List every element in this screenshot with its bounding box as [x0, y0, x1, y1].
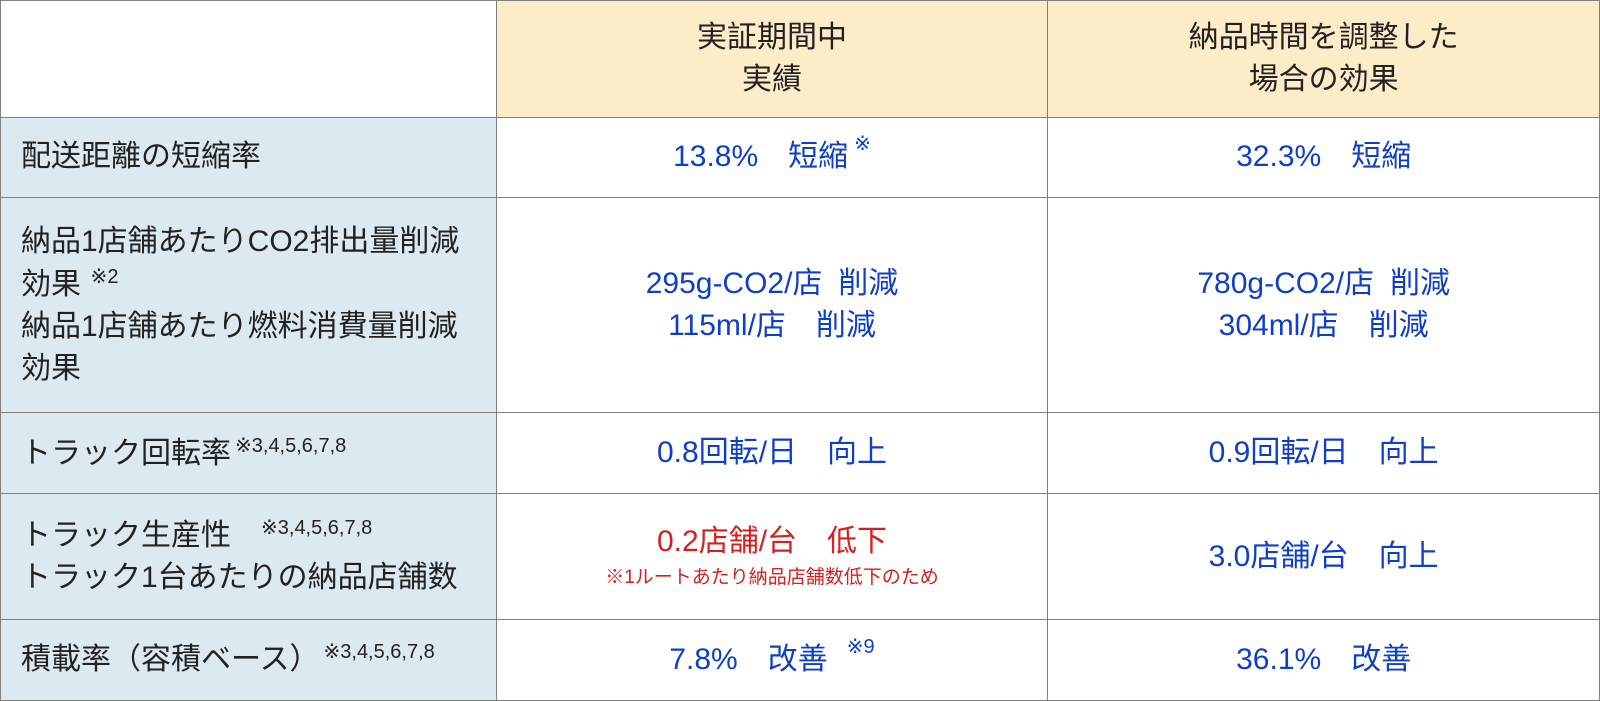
- header-col-2-line-1: 納品時間を調整した: [1068, 17, 1579, 59]
- footnote-marker: ※3,4,5,6,7,8: [235, 435, 346, 457]
- data-value: 13.8% 短縮※: [517, 136, 1028, 178]
- data-value: 115ml/店 削減: [517, 305, 1028, 347]
- data-subnote: ※1ルートあたり納品店舗数低下のため: [517, 565, 1028, 592]
- footnote-marker: ※2: [85, 266, 118, 288]
- data-cell: 0.8回転/日 向上: [496, 413, 1048, 494]
- data-value: 295g-CO2/店 削減: [517, 263, 1028, 305]
- table-body: 配送距離の短縮率 13.8% 短縮※ 32.3% 短縮納品1店舗あたりCO2排出量削…: [1, 118, 1600, 701]
- data-value: 7.8% 改善 ※9: [517, 639, 1028, 681]
- data-value: 304ml/店 削減: [1068, 305, 1579, 347]
- data-cell: 32.3% 短縮: [1048, 118, 1600, 198]
- data-value: 36.1% 改善: [1068, 639, 1579, 681]
- data-cell: 780g-CO2/店 削減304ml/店 削減: [1048, 197, 1600, 412]
- data-cell: 36.1% 改善: [1048, 619, 1600, 700]
- data-cell: 3.0店舗/台 向上: [1048, 494, 1600, 620]
- row-label-line: トラック1台あたりの納品店舗数: [21, 557, 476, 599]
- row-label: 積載率（容積ベース）※3,4,5,6,7,8: [1, 619, 497, 700]
- row-label: トラック生産性 ※3,4,5,6,7,8トラック1台あたりの納品店舗数: [1, 494, 497, 620]
- table-row: 配送距離の短縮率 13.8% 短縮※ 32.3% 短縮: [1, 118, 1600, 198]
- header-col-1-line-2: 実績: [517, 59, 1028, 101]
- row-label-line: 納品1店舗あたり燃料消費量削減効果: [21, 306, 476, 390]
- header-blank: [1, 1, 497, 118]
- footnote-marker: ※: [854, 133, 871, 155]
- footnote-marker: ※3,4,5,6,7,8: [261, 517, 372, 539]
- table-row: トラック回転率※3,4,5,6,7,8 0.8回転/日 向上 0.9回転/日 向上: [1, 413, 1600, 494]
- header-col-2: 納品時間を調整した 場合の効果: [1048, 1, 1600, 118]
- data-cell: 13.8% 短縮※: [496, 118, 1048, 198]
- data-value: 3.0店舗/台 向上: [1068, 536, 1579, 578]
- table-row: 納品1店舗あたりCO2排出量削減効果 ※2納品1店舗あたり燃料消費量削減効果29…: [1, 197, 1600, 412]
- row-label: 納品1店舗あたりCO2排出量削減効果 ※2納品1店舗あたり燃料消費量削減効果: [1, 197, 497, 412]
- table-row: 積載率（容積ベース）※3,4,5,6,7,8 7.8% 改善 ※9 36.1% 改善: [1, 619, 1600, 700]
- footnote-marker: ※3,4,5,6,7,8: [324, 641, 435, 663]
- data-cell: 7.8% 改善 ※9: [496, 619, 1048, 700]
- row-label: トラック回転率※3,4,5,6,7,8: [1, 413, 497, 494]
- row-label: 配送距離の短縮率: [1, 118, 497, 198]
- data-cell: 295g-CO2/店 削減115ml/店 削減: [496, 197, 1048, 412]
- header-col-1: 実証期間中 実績: [496, 1, 1048, 118]
- header-col-2-line-2: 場合の効果: [1068, 59, 1579, 101]
- table-header-row: 実証期間中 実績 納品時間を調整した 場合の効果: [1, 1, 1600, 118]
- row-label-line: 積載率（容積ベース）※3,4,5,6,7,8: [21, 638, 476, 681]
- row-label-line: 納品1店舗あたりCO2排出量削減効果 ※2: [21, 221, 476, 306]
- data-value: 32.3% 短縮: [1068, 136, 1579, 178]
- header-col-1-line-1: 実証期間中: [517, 17, 1028, 59]
- row-label-line: トラック回転率※3,4,5,6,7,8: [21, 432, 476, 475]
- data-value: 0.9回転/日 向上: [1068, 432, 1579, 474]
- data-value: 0.2店舗/台 低下: [517, 521, 1028, 563]
- data-cell: 0.2店舗/台 低下※1ルートあたり納品店舗数低下のため: [496, 494, 1048, 620]
- table-row: トラック生産性 ※3,4,5,6,7,8トラック1台あたりの納品店舗数0.2店舗…: [1, 494, 1600, 620]
- row-label-line: トラック生産性 ※3,4,5,6,7,8: [21, 514, 476, 557]
- effects-table: 実証期間中 実績 納品時間を調整した 場合の効果 配送距離の短縮率 13.8% 短…: [0, 0, 1600, 701]
- row-label-line: 配送距離の短縮率: [21, 136, 476, 178]
- data-cell: 0.9回転/日 向上: [1048, 413, 1600, 494]
- footnote-marker: ※9: [834, 636, 875, 658]
- data-value: 0.8回転/日 向上: [517, 432, 1028, 474]
- data-value: 780g-CO2/店 削減: [1068, 263, 1579, 305]
